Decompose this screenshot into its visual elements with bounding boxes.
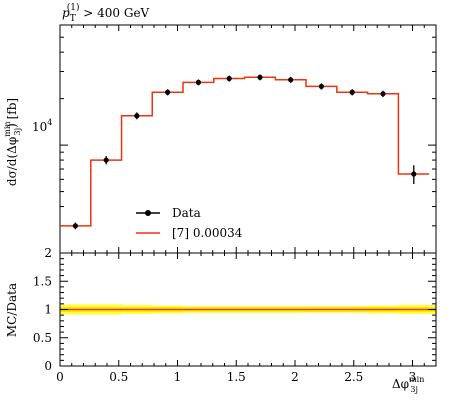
title-sup: (1) [67,2,80,13]
legend-data-marker [145,210,151,216]
legend-data-label: Data [172,206,201,220]
data-point [226,75,232,82]
ylabel-b: ) [fb] [5,98,19,128]
ylabel-sup: min [3,121,12,136]
main-ticks [59,24,437,254]
xlabel: Δφmin 3j [392,375,424,394]
main-ylabel: dσ/d(Δφmin3j) [fb] [3,98,22,186]
title-rest: > 400 GeV [79,6,149,20]
mc-histogram [60,76,430,227]
chart-title: pT(1) > 400 GeV [62,2,150,24]
data-point [318,83,325,90]
x-tick-label: 2.5 [344,370,363,384]
ratio-y-tick-label: 1.5 [33,274,52,288]
ratio-ylabel: MC/Data [5,283,19,337]
ylabel-a: dσ/d(Δφ [5,137,19,186]
data-point [380,91,386,97]
ratio-y-tick-label: 1 [44,303,52,317]
x-tick-label: 2 [291,370,299,384]
data-points [72,74,417,230]
data-point [349,89,355,95]
data-point [288,77,294,83]
data-point [134,113,140,119]
ratio-panel: 0 0.5 1 1.5 2 0 0.5 1 1.5 2 2.5 3 [33,246,437,384]
ratio-y-tick-label: 2 [44,246,52,260]
title-sub: T [70,14,76,24]
xlabel-sub: 3j [410,385,418,394]
data-point [72,223,78,229]
data-point [411,171,417,177]
xlabel-a: Δφ [392,377,409,391]
x-tick-label: 3 [409,370,417,384]
x-tick-label: 1.5 [227,370,246,384]
xlabel-sup: min [409,375,424,384]
y-tick-label-1e4: 104 [32,118,52,134]
ylabel-sub: 3j [13,128,22,136]
legend-mc-label: [7] 0.00034 [172,226,243,240]
x-tick-label: 1 [174,370,182,384]
main-panel: 104 Data [7] 0.00034 [32,24,437,254]
main-frame [59,24,437,254]
x-tick-label: 0 [56,370,64,384]
ratio-x-tick-labels: 0 0.5 1 1.5 2 2.5 3 [56,370,416,384]
ratio-y-tick-label: 0.5 [33,331,52,345]
legend: Data [7] 0.00034 [136,206,243,240]
data-point [195,79,202,85]
ratio-y-tick-label: 0 [44,359,52,373]
data-point [257,74,263,80]
y-tick-exp: 4 [47,118,52,127]
mc-step-line [60,76,430,227]
data-point [103,157,109,163]
ratio-y-tick-labels: 0 0.5 1 1.5 2 [33,246,52,373]
title-symbol: p [62,6,70,20]
data-point [165,89,171,95]
x-tick-label: 0.5 [109,370,128,384]
ratio-ticks [59,252,437,367]
y-tick-base: 10 [32,120,47,134]
